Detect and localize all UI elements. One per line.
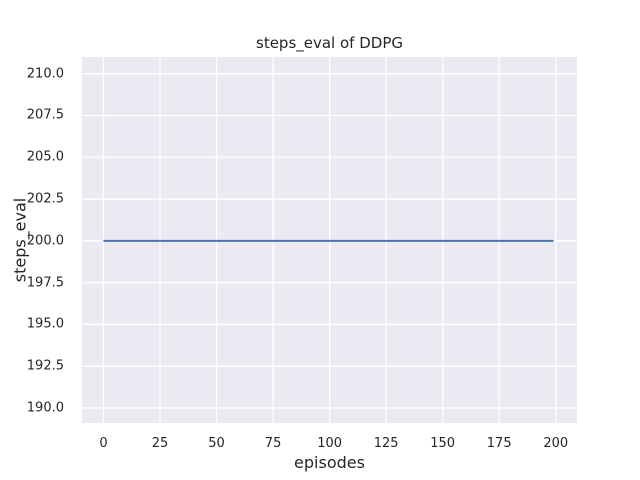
chart-title: steps_eval of DDPG — [256, 34, 403, 52]
x-tick-label: 75 — [264, 436, 282, 451]
x-tick-label: 200 — [543, 436, 569, 451]
x-tick-label: 150 — [430, 436, 456, 451]
x-tick-label: 175 — [486, 436, 512, 451]
y-tick-label: 202.5 — [26, 191, 64, 207]
y-tick-label: 197.5 — [26, 275, 64, 291]
x-tick-label: 50 — [208, 436, 225, 451]
y-tick-label: 192.5 — [26, 358, 64, 374]
x-tick-label: 125 — [373, 436, 399, 451]
y-tick-label: 200.0 — [26, 233, 64, 249]
y-tick-label: 190.0 — [26, 400, 64, 416]
y-tick-label: 207.5 — [26, 107, 64, 123]
y-tick-label: 205.0 — [26, 149, 64, 165]
x-tick-label: 100 — [317, 436, 343, 451]
plot-area — [82, 57, 577, 423]
line-plot-canvas — [82, 57, 577, 423]
x-tick-label: 25 — [151, 436, 169, 451]
y-tick-label: 210.0 — [26, 66, 64, 82]
y-tick-label: 195.0 — [26, 316, 64, 332]
x-axis-label: episodes — [294, 453, 365, 472]
x-tick-label: 0 — [99, 436, 108, 451]
